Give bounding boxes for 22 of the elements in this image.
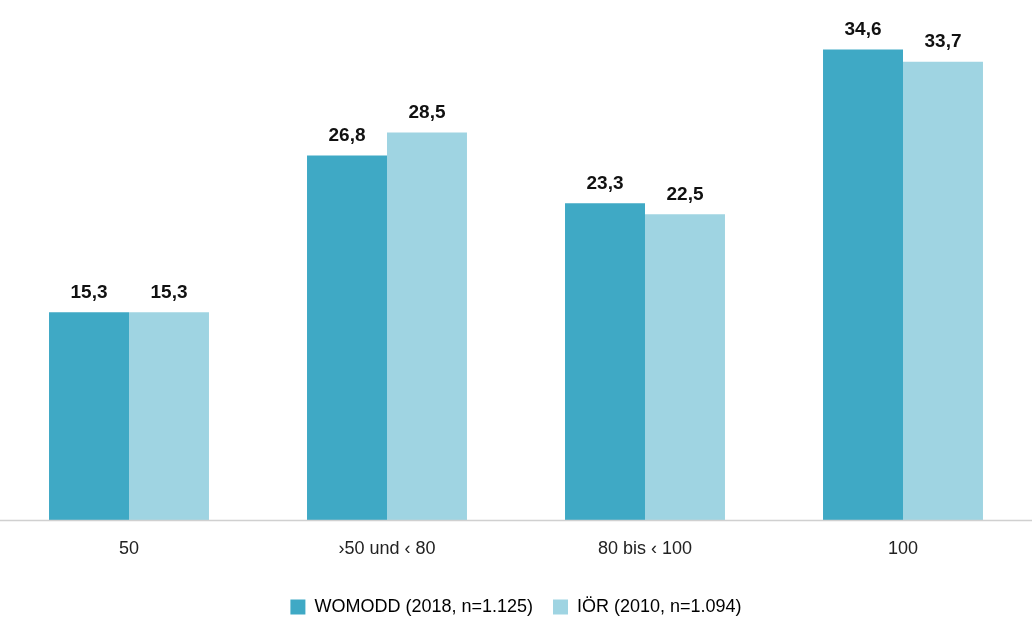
legend-label: IÖR (2010, n=1.094)	[576, 595, 742, 616]
data-label: 33,7	[924, 30, 962, 52]
data-label: 15,3	[150, 280, 188, 302]
bar	[645, 214, 725, 521]
data-label: 23,3	[586, 171, 624, 193]
bar	[49, 312, 129, 521]
data-label: 22,5	[666, 182, 704, 204]
data-label: 28,5	[408, 101, 446, 123]
x-tick-label: 80 bis ‹ 100	[597, 538, 693, 559]
data-label: 26,8	[328, 124, 366, 146]
data-label: 15,3	[70, 280, 108, 302]
data-label: 34,6	[844, 18, 882, 40]
bar	[903, 61, 983, 521]
x-tick-label: 100	[887, 538, 919, 559]
legend-label: WOMODD (2018, n=1.125)	[314, 595, 533, 616]
x-tick-label: 50	[118, 538, 140, 559]
bar	[823, 49, 903, 521]
bar	[565, 203, 645, 521]
x-tick-label: ›50 und ‹ 80	[338, 538, 436, 559]
bar	[307, 155, 387, 521]
bar	[387, 132, 467, 521]
bar	[129, 312, 209, 521]
